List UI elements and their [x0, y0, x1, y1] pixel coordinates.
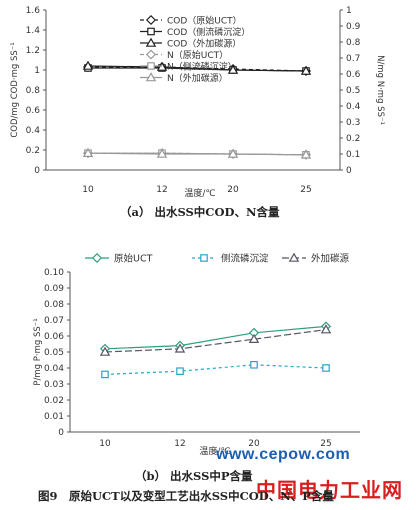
data-point: [99, 346, 111, 356]
data-point: [300, 149, 312, 159]
x-tick-label: 10: [99, 439, 111, 449]
x-tick-label: 25: [300, 185, 311, 195]
legend-label: N（侧流磷沉淀）: [167, 61, 237, 73]
y-tick-label: 0.01: [44, 412, 64, 422]
x-tick-label: 20: [248, 439, 260, 449]
legend-marker: [145, 72, 157, 82]
y2-tick-label: 0.5: [346, 86, 360, 96]
y-tick-label: 0.05: [44, 348, 64, 358]
data-point: [156, 148, 168, 158]
data-point: [227, 148, 239, 158]
y2-tick-label: 0.9: [346, 22, 361, 32]
legend-marker: [200, 254, 208, 262]
data-point: [101, 370, 109, 379]
y-tick-label: 1.4: [26, 26, 41, 36]
series-line: [87, 65, 307, 72]
y2-tick-label: 1: [346, 6, 352, 16]
watermark-url: www.cepow.com: [216, 446, 351, 463]
legend-label: COD（原始UCT）: [167, 15, 242, 27]
y-tick-label: 0.08: [44, 300, 64, 310]
y-tick-label: 0.09: [44, 284, 64, 294]
data-point: [176, 367, 184, 376]
x-tick-label: 25: [320, 439, 331, 449]
y-tick-label: 0.03: [44, 380, 64, 390]
watermark-name: 中国电力工业网: [256, 478, 403, 502]
y-axis-label: P/mg P·mg SS⁻¹: [33, 318, 43, 385]
y-tick-label: 0.8: [26, 86, 41, 96]
legend-marker: [145, 49, 157, 60]
y-tick-label: 0.02: [44, 396, 64, 406]
y-tick-label: 1.6: [26, 6, 41, 16]
y-tick-label: 0.4: [26, 126, 41, 136]
x-tick-label: 12: [156, 185, 167, 195]
x-axis-label: 温度/℃: [184, 187, 215, 199]
y2-tick-label: 0.6: [346, 70, 361, 80]
data-point: [227, 64, 239, 74]
data-point: [82, 147, 94, 157]
y2-tick-label: 0.3: [346, 118, 360, 128]
chart-a: 0 0.2 0.4 0.6 0.8 1 1.2 1.4 1.6 0 0.1 0.2 0.3 0.4 0.5 0…: [10, 6, 385, 199]
legend-label: COD（外加碳源）: [167, 38, 241, 50]
legend-marker: [145, 37, 157, 47]
data-point: [174, 343, 186, 353]
data-point: [82, 60, 94, 70]
y-axis-label: COD/mg COD·mg SS⁻¹: [10, 42, 20, 137]
y-tick-label: 0.6: [26, 106, 41, 116]
x-tick-label: 12: [174, 439, 185, 449]
legend-label: N（原始UCT）: [167, 49, 228, 61]
y2-tick-label: 0.8: [346, 38, 361, 48]
legend-label: N（外加碳源）: [167, 72, 228, 84]
data-point: [300, 65, 312, 75]
y-tick-label: 0.06: [44, 332, 64, 342]
data-point: [248, 333, 260, 343]
y2-tick-label: 0.2: [346, 134, 360, 144]
y-tick-label: 1: [34, 66, 40, 76]
data-point: [322, 364, 330, 372]
y2-tick-label: 0.4: [346, 102, 361, 112]
series-line: [104, 325, 327, 350]
y-tick-label: 0.2: [26, 146, 40, 156]
legend-label: 侧流磷沉淀: [221, 253, 269, 265]
series-line: [104, 329, 327, 353]
y2-tick-label: 0.1: [346, 150, 360, 160]
y-tick-label: 0: [34, 166, 40, 176]
x-tick-label: 10: [82, 185, 94, 195]
data-point: [250, 361, 258, 369]
legend-label: 原始UCT: [114, 253, 153, 265]
legend-marker: [147, 27, 155, 36]
y2-tick-label: 0: [346, 166, 352, 176]
x-axis-label: 温度/℃: [199, 445, 230, 457]
series-line: [104, 364, 327, 375]
legend-marker: [145, 14, 157, 26]
y2-axis-label: N/mg N·mg SS⁻¹: [375, 55, 385, 125]
y-tick-label: 0.04: [44, 364, 64, 374]
y-tick-label: 0.07: [44, 316, 64, 326]
legend-marker: [91, 252, 103, 264]
y-tick-label: 0: [58, 428, 64, 438]
x-tick-label: 20: [227, 185, 239, 195]
legend-marker: [288, 252, 300, 262]
data-point: [320, 324, 332, 334]
y-tick-label: 0.10: [44, 268, 64, 278]
series-line: [87, 152, 307, 156]
legend-label: 外加碳源: [311, 253, 350, 265]
y2-tick-label: 0.7: [346, 54, 360, 64]
y-tick-label: 1.2: [26, 46, 40, 56]
legend-marker: [147, 62, 155, 70]
legend-label: COD（侧流磷沉淀）: [167, 26, 250, 38]
